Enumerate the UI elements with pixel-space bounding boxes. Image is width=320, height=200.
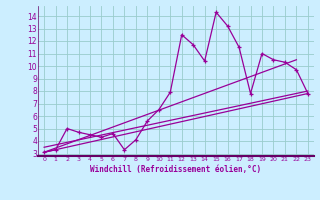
X-axis label: Windchill (Refroidissement éolien,°C): Windchill (Refroidissement éolien,°C) (91, 165, 261, 174)
